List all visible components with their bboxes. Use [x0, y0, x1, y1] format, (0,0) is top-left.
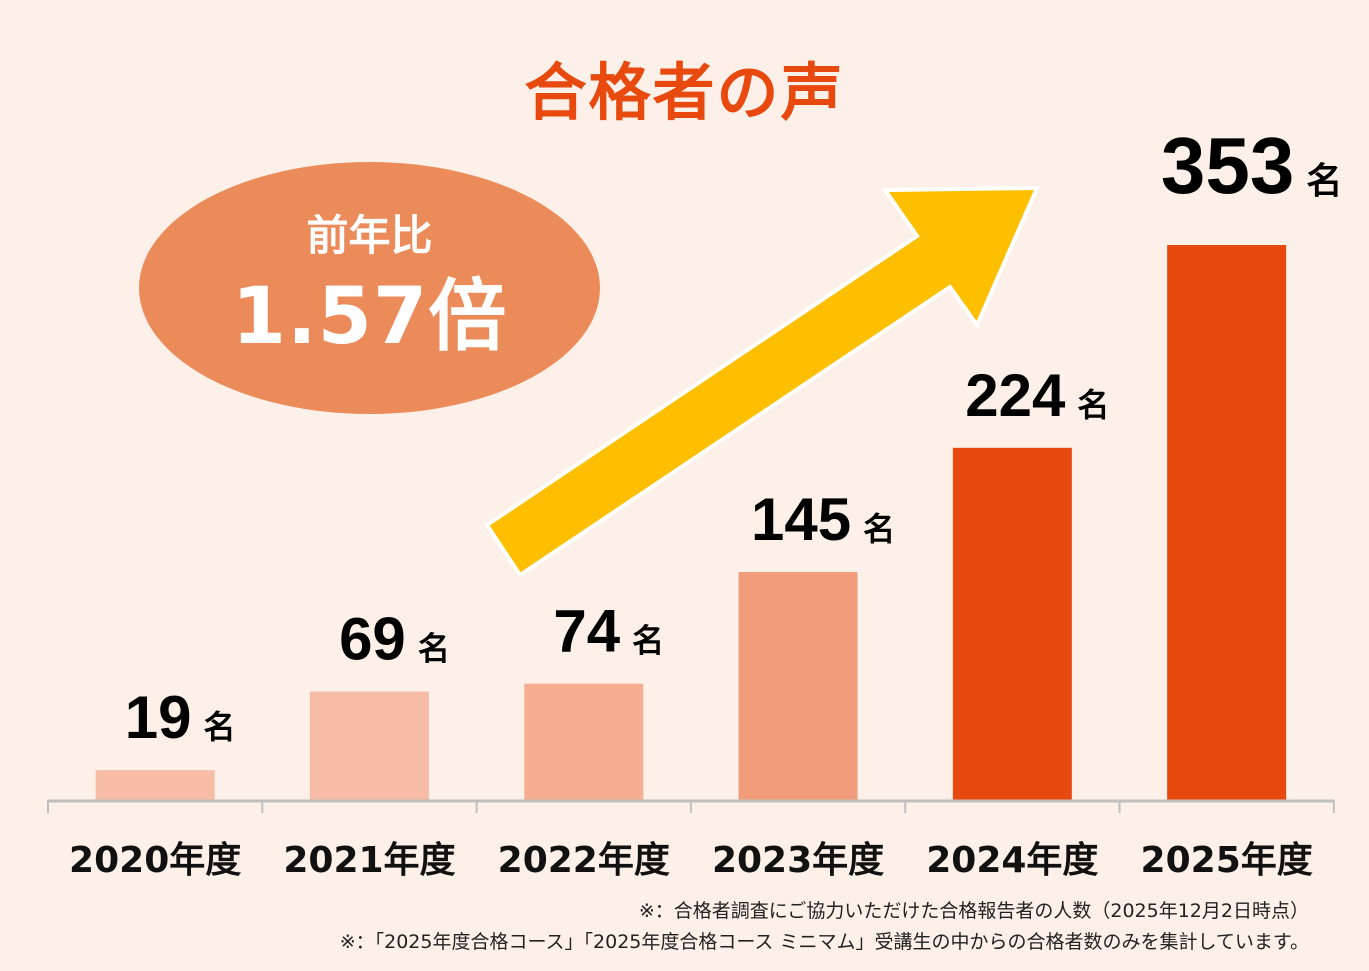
x-tick-label: 2024年度 — [926, 840, 1098, 881]
bar-2022年度 — [524, 683, 644, 800]
x-tick-label: 2023年度 — [712, 840, 884, 881]
bar-2024年度 — [952, 447, 1072, 800]
yoy-badge: 前年比 1.57倍 — [139, 162, 600, 414]
x-tick-label: 2020年度 — [69, 840, 241, 881]
growth-arrow — [484, 185, 1041, 578]
footnote-2: ※：「2025年度合格コース」「2025年度合格コース ミニマム」受講生の中から… — [339, 931, 1309, 953]
data-label: 145 名 — [751, 486, 895, 553]
x-tick-label: 2022年度 — [498, 840, 670, 881]
chart-title: 合格者の声 — [524, 56, 845, 129]
x-tick-label: 2025年度 — [1141, 840, 1313, 881]
data-label: 74 名 — [553, 598, 664, 665]
data-label: 69 名 — [339, 606, 450, 673]
data-label: 224 名 — [965, 362, 1109, 429]
footnotes: ※：合格者調査にご協力いただけた合格報告者の人数（2025年12月2日時点） ※… — [340, 896, 1309, 958]
bar-2023年度 — [738, 572, 858, 800]
badge-label: 前年比 — [306, 211, 433, 260]
data-label: 19 名 — [125, 684, 236, 751]
bar-2025年度 — [1167, 245, 1287, 800]
x-tick-label: 2021年度 — [283, 840, 455, 881]
badge-value: 1.57倍 — [231, 272, 508, 362]
bar-2021年度 — [309, 691, 429, 800]
data-label: 353 名 — [1161, 121, 1343, 210]
footnote-1: ※：合格者調査にご協力いただけた合格報告者の人数（2025年12月2日時点） — [638, 900, 1309, 922]
bar-2020年度 — [95, 770, 215, 800]
